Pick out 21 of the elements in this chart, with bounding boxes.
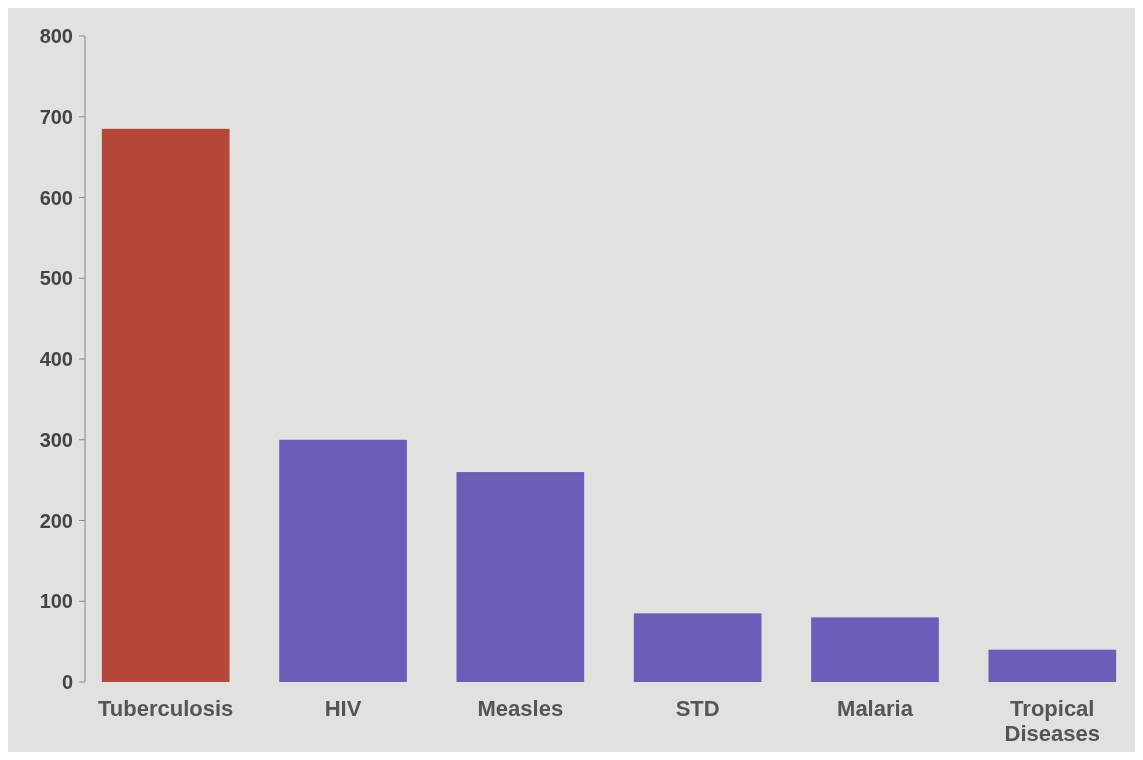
bar xyxy=(811,617,939,682)
y-tick-label: 0 xyxy=(61,671,73,693)
y-tick-label: 600 xyxy=(39,186,73,209)
x-tick-label: Tuberculosis xyxy=(98,696,234,721)
bar xyxy=(101,128,230,682)
y-tick-label: 300 xyxy=(39,428,73,451)
x-tick-label: Malaria xyxy=(837,696,914,721)
y-tick-label: 400 xyxy=(39,348,73,370)
x-tick-label: Tropical Diseases xyxy=(1004,696,1101,747)
bar xyxy=(988,649,1117,682)
bar xyxy=(279,439,407,682)
y-tick-label: 100 xyxy=(39,590,73,613)
y-tick-label: 800 xyxy=(39,25,73,47)
bar xyxy=(456,472,585,682)
y-tick-label: 700 xyxy=(39,105,73,128)
x-tick-label: STD xyxy=(675,696,720,721)
x-tick-label: HIV xyxy=(324,696,362,721)
y-tick-label: 500 xyxy=(39,267,73,290)
x-tick-label: Measles xyxy=(477,696,564,721)
y-tick-label: 200 xyxy=(39,509,73,532)
bar xyxy=(633,613,762,682)
